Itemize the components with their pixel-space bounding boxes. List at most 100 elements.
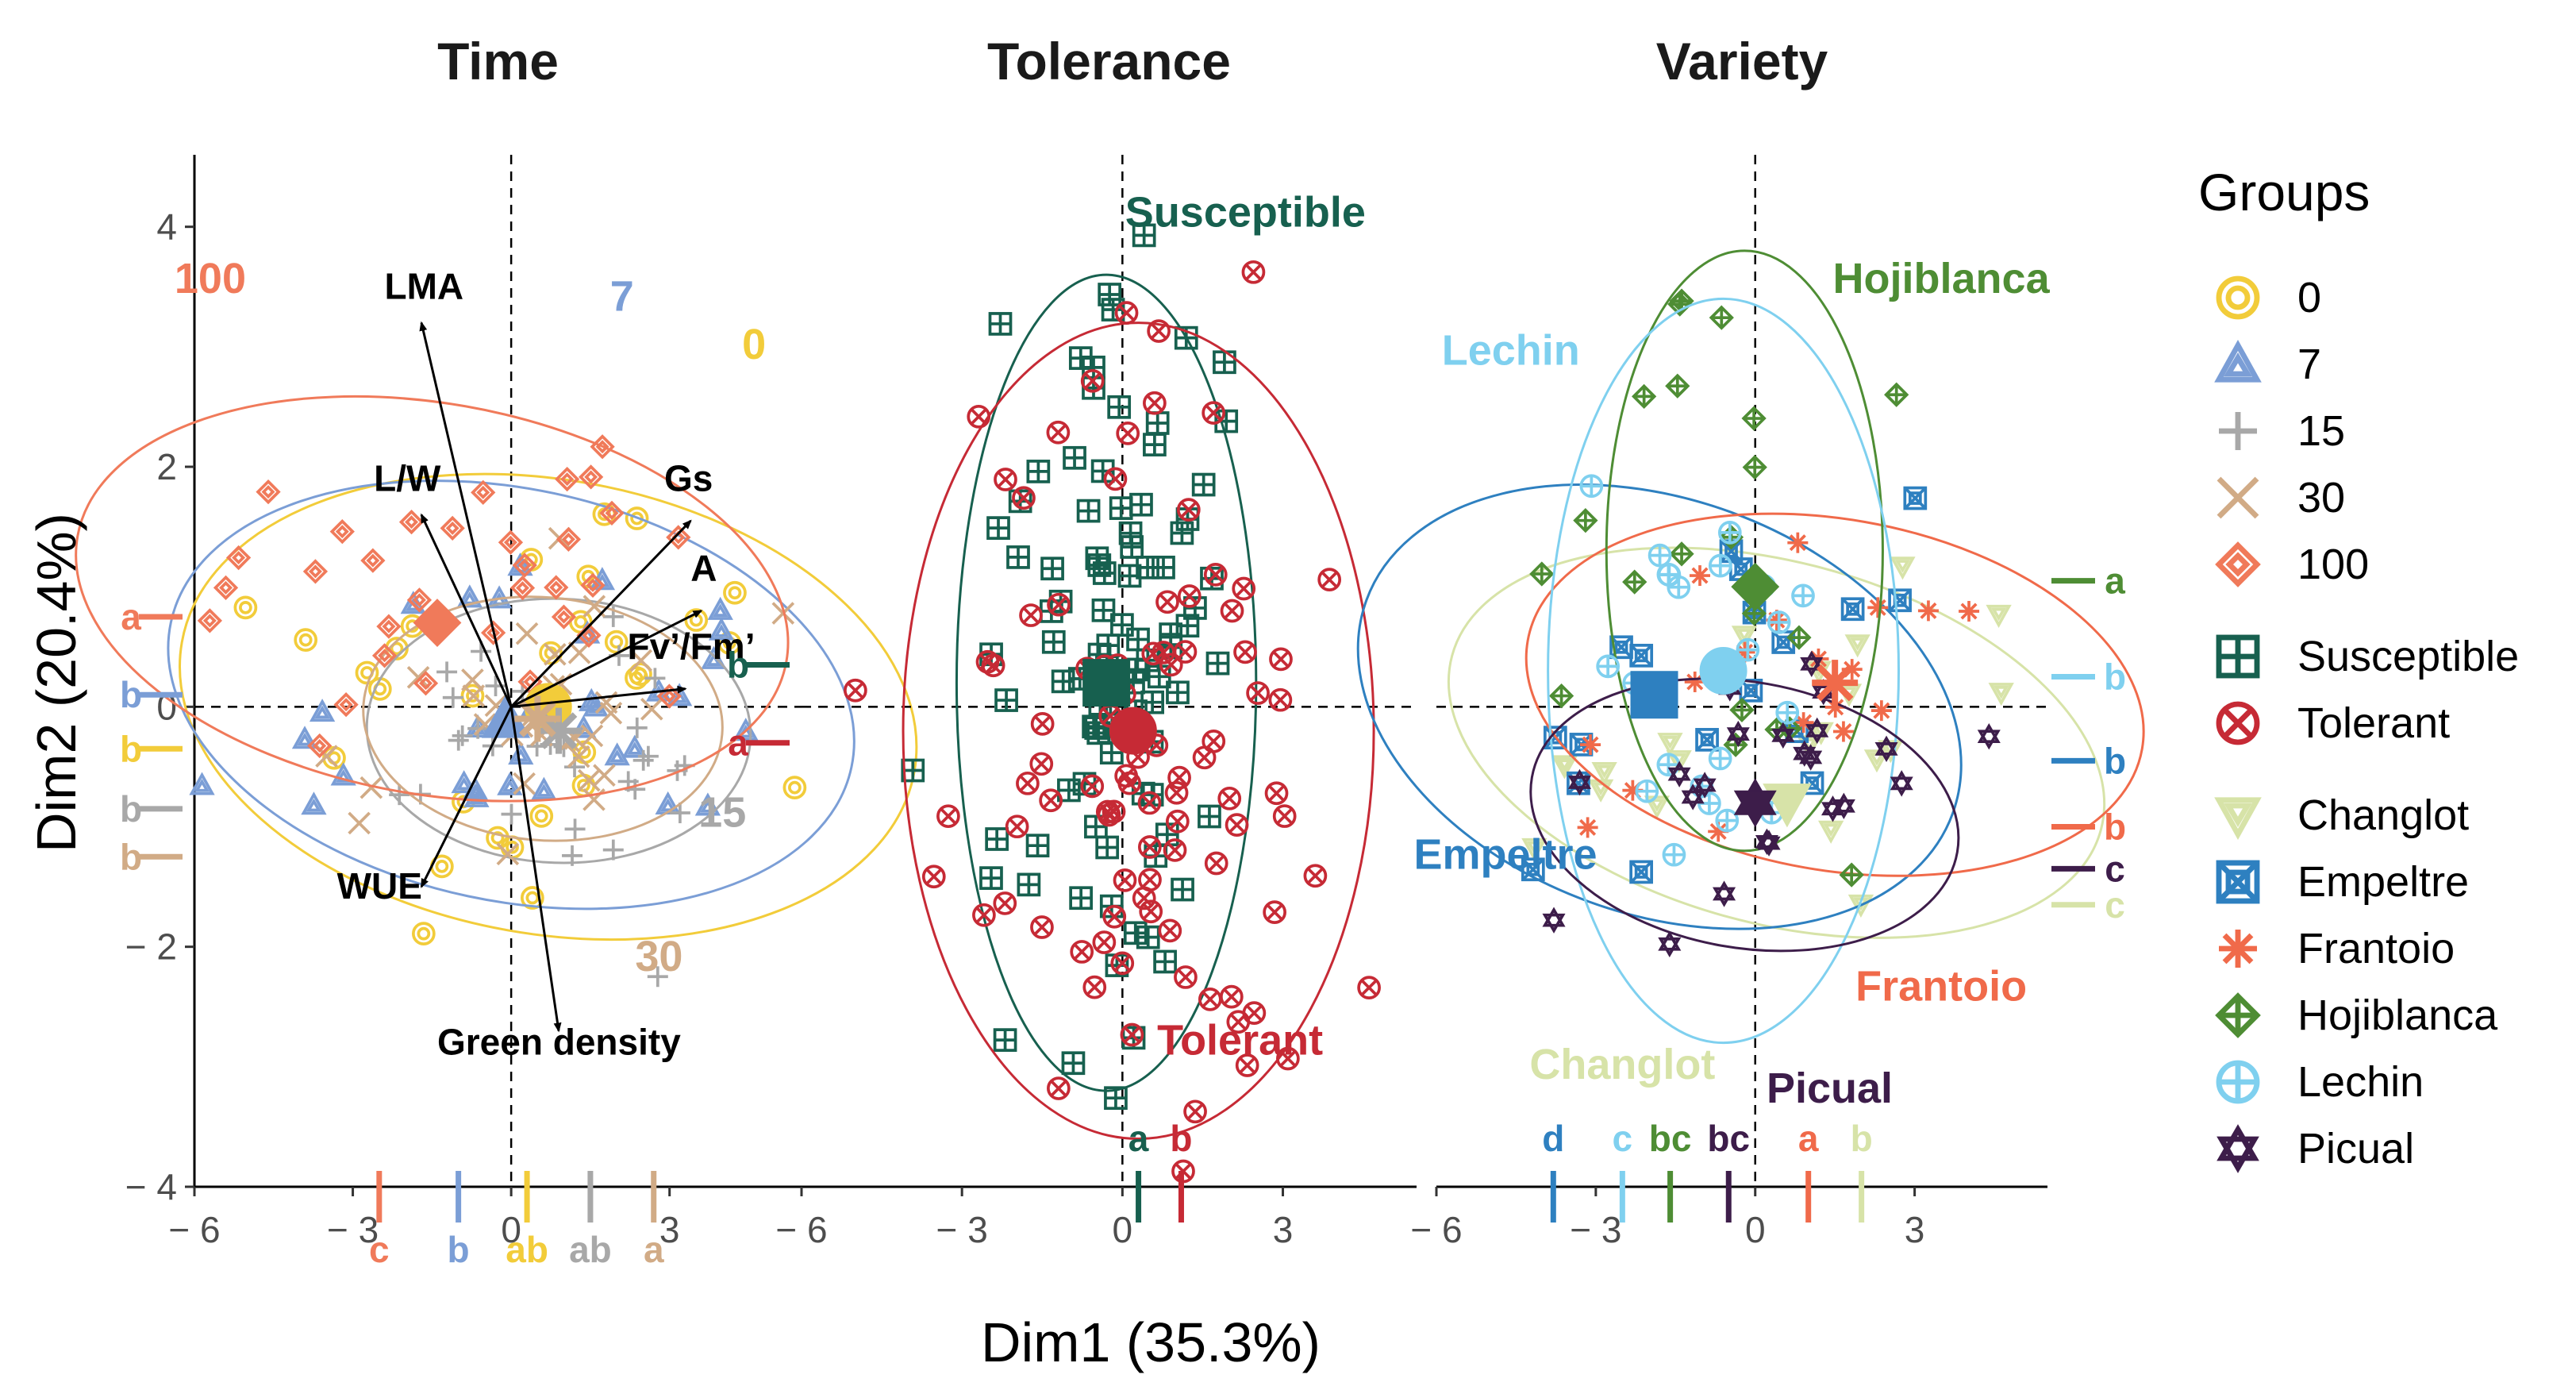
data-point <box>1143 433 1167 456</box>
centroid-tolerant <box>1109 707 1157 755</box>
legend-key <box>2219 930 2257 968</box>
data-point <box>1635 779 1659 803</box>
data-point <box>1140 690 1164 714</box>
legend-key <box>2215 541 2261 587</box>
data-point <box>1867 597 1889 618</box>
data-point <box>302 559 329 584</box>
data-point <box>233 595 258 620</box>
centroid-lechin <box>1699 647 1747 695</box>
data-point <box>471 479 496 505</box>
legend-key <box>2214 339 2262 383</box>
marginal-x-letter: b <box>1851 1118 1873 1159</box>
data-point <box>1567 768 1591 796</box>
marginal-x-letter: b <box>448 1229 470 1270</box>
data-point <box>1832 721 1854 742</box>
group-label-0: 0 <box>742 321 766 368</box>
data-point <box>1573 508 1598 533</box>
legend-item-tolerant: Tolerant <box>2216 699 2450 747</box>
data-point <box>512 553 537 578</box>
data-point <box>1771 722 1795 749</box>
centroid-hojiblanca <box>1731 562 1780 611</box>
legend-label: Picual <box>2297 1125 2414 1172</box>
marginal-x-letter: d <box>1542 1118 1564 1159</box>
data-point <box>1579 474 1604 499</box>
data-point <box>1047 592 1071 617</box>
data-point <box>1030 915 1054 939</box>
data-point <box>644 668 666 689</box>
confidence-ellipse <box>1529 677 1960 953</box>
data-point <box>1012 486 1036 510</box>
x-axis-title: Dim1 (35.3%) <box>981 1311 1321 1373</box>
data-point <box>1713 880 1736 907</box>
data-point <box>291 726 318 749</box>
centroid-100 <box>413 599 462 647</box>
data-point <box>1107 395 1132 419</box>
data-point <box>1201 730 1226 753</box>
data-point <box>599 702 623 725</box>
data-point <box>1917 600 1939 622</box>
legend-item-changlot: Changlot <box>2214 791 2469 841</box>
data-point <box>544 575 569 600</box>
group-label-empeltre: Empeltre <box>1413 830 1597 878</box>
data-point <box>1155 590 1179 614</box>
loading-label: Fv’/Fm’ <box>627 626 755 667</box>
group-label-100: 100 <box>175 255 246 302</box>
data-point <box>1114 301 1139 325</box>
data-point <box>256 479 281 505</box>
data-point <box>1201 401 1226 425</box>
data-point <box>1136 925 1160 949</box>
data-point <box>921 864 946 889</box>
data-point <box>1542 907 1566 934</box>
group-changlot <box>1447 546 2106 939</box>
data-point <box>1174 965 1198 989</box>
data-point <box>1092 930 1117 954</box>
data-point <box>1303 864 1328 888</box>
data-point <box>708 617 735 641</box>
data-point <box>452 725 473 746</box>
group-label-15: 15 <box>698 789 746 837</box>
data-point <box>1717 520 1742 545</box>
x-tick-label: 3 <box>1273 1209 1294 1250</box>
confidence-ellipse <box>1356 483 1963 930</box>
group-picual <box>1529 650 2001 957</box>
data-point <box>1046 420 1071 445</box>
data-point <box>1959 600 1980 622</box>
marginal-y-letter: a <box>728 722 748 764</box>
data-point <box>1145 411 1170 435</box>
data-point <box>1276 1046 1300 1071</box>
data-point <box>1198 804 1221 829</box>
centroid-picual <box>1733 778 1777 828</box>
data-point <box>460 683 485 708</box>
panels-layer: Time − 6 − 3 0 3 4 2 0 − 2 − 4 LMA L/W Gs A Fv’/Fm’ WUE… <box>75 32 2145 1270</box>
legend-item-15: 15 <box>2219 407 2345 455</box>
data-point <box>1669 288 1694 314</box>
marginal-y-letter: b <box>2104 807 2126 848</box>
data-point <box>496 842 520 866</box>
data-point <box>1016 771 1040 795</box>
data-point <box>1082 975 1107 999</box>
data-point <box>448 730 469 751</box>
marginal-y-letter: b <box>120 674 142 715</box>
data-point <box>1098 283 1122 306</box>
group-label-30: 30 <box>635 933 682 980</box>
data-point <box>1235 1053 1259 1077</box>
data-point <box>440 515 465 541</box>
data-point <box>1219 984 1244 1009</box>
data-point <box>1708 821 1729 842</box>
data-point <box>1693 772 1717 799</box>
y-tick-label: 4 <box>156 206 177 248</box>
data-point <box>544 643 567 666</box>
confidence-ellipse <box>1605 249 1884 853</box>
data-point <box>1695 728 1719 752</box>
data-point <box>485 676 506 697</box>
data-point <box>1977 722 2001 750</box>
data-point <box>1029 752 1054 776</box>
data-point <box>1110 951 1135 976</box>
legend-key <box>2216 860 2260 904</box>
data-point <box>972 903 996 927</box>
data-point <box>1647 543 1672 568</box>
data-point <box>531 776 557 800</box>
x-tick-label: 0 <box>1745 1209 1766 1250</box>
